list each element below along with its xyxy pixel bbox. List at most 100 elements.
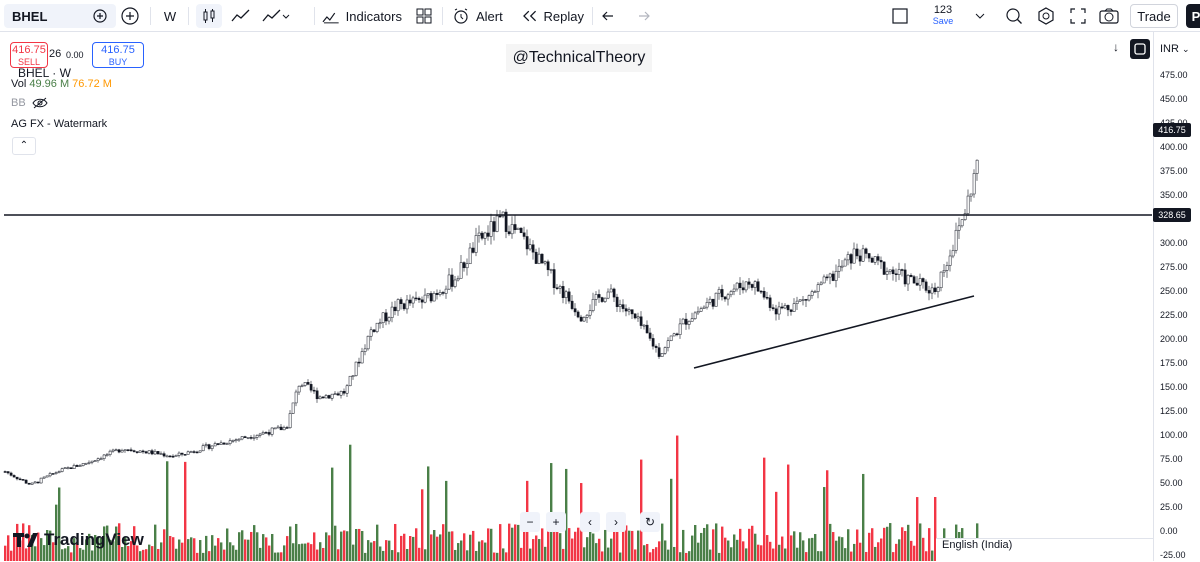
candle-body [3, 471, 7, 473]
chart-type-menu-icon[interactable] [260, 4, 292, 28]
volume-bar [631, 530, 634, 561]
zoom-in-button[interactable]: + [546, 512, 566, 532]
volume-bar [529, 548, 532, 561]
volume-bar [220, 542, 223, 561]
reset-chart-button[interactable]: ↻ [640, 512, 660, 532]
scroll-down-icon[interactable]: ↓ [1113, 40, 1119, 54]
add-compare-icon[interactable] [90, 4, 110, 28]
support-trendline [693, 295, 975, 369]
agfx-indicator-legend[interactable]: AG FX - Watermark [11, 118, 107, 130]
replay-button[interactable]: Replay [522, 4, 584, 28]
volume-bar [409, 536, 412, 561]
candle-body [420, 299, 424, 303]
chevron-down-icon[interactable] [972, 4, 988, 28]
volume-bar [886, 526, 889, 561]
candle-body [81, 463, 85, 466]
quick-search-icon[interactable] [1004, 4, 1024, 28]
candle-body [717, 289, 721, 294]
volume-bar [421, 489, 424, 561]
price-axis[interactable] [1153, 32, 1200, 561]
settings-icon[interactable] [1036, 4, 1056, 28]
volume-bar [100, 538, 103, 561]
currency-selector[interactable]: INR ⌄ [1160, 43, 1190, 55]
camera-icon[interactable] [1098, 4, 1120, 28]
tv-logo-icon [13, 533, 38, 547]
publish-button[interactable]: P [1186, 4, 1200, 28]
price-chart[interactable] [0, 32, 1152, 561]
scroll-right-button[interactable]: › [606, 512, 626, 532]
candle-body [315, 390, 319, 400]
interval-button[interactable]: W [160, 4, 180, 28]
redo-icon[interactable] [632, 4, 652, 28]
maximize-pane-icon[interactable] [1130, 39, 1150, 59]
volume-bar [544, 546, 547, 561]
candle-body [810, 291, 814, 296]
volume-bar [319, 542, 322, 561]
publish-label: P [1191, 8, 1200, 24]
volume-bar [553, 530, 556, 561]
undo-icon[interactable] [600, 4, 620, 28]
candle-body [840, 265, 844, 268]
candle-body [270, 427, 274, 435]
candle-body [561, 286, 565, 298]
volume-bar [931, 550, 934, 561]
volume-bar [610, 538, 613, 561]
level-price-label: 328.65 [1158, 210, 1186, 220]
volume-bar [292, 543, 295, 561]
symbol-legend[interactable]: BHEL · W [18, 66, 71, 80]
volume-bar [700, 532, 703, 561]
volume-bar [901, 527, 904, 561]
add-symbol-icon[interactable] [120, 4, 140, 28]
layout-icon[interactable] [890, 4, 910, 28]
indicators-button[interactable]: Indicators [322, 4, 402, 28]
candle-body [927, 290, 931, 294]
scroll-left-button[interactable]: ‹ [580, 512, 600, 532]
bb-indicator-legend[interactable]: BB [11, 97, 48, 109]
volume-bar [244, 539, 247, 561]
candle-body [168, 455, 172, 458]
collapse-legend-button[interactable]: ⌃ [12, 137, 36, 155]
sell-button[interactable]: 416.75 SELL [10, 42, 48, 68]
agfx-label: AG FX - Watermark [11, 118, 108, 130]
candle-body [804, 299, 808, 301]
chevron-up-icon: ⌃ [19, 140, 29, 151]
alert-button[interactable]: Alert [452, 4, 508, 28]
volume-bar [22, 523, 25, 561]
templates-icon[interactable] [414, 4, 434, 28]
buy-button[interactable]: 416.75 BUY [92, 42, 144, 68]
candle-body [774, 308, 778, 315]
candle-body [552, 269, 556, 288]
line-chart-icon[interactable] [228, 4, 254, 28]
volume-bar [565, 468, 568, 561]
volume-bar [538, 539, 541, 561]
price-tick: 75.00 [1160, 454, 1183, 464]
zoom-out-button[interactable]: − [520, 512, 540, 532]
candle-body [714, 292, 718, 307]
candle-body [975, 159, 979, 174]
candle-body [87, 462, 91, 464]
candle-body [543, 261, 547, 264]
candle-body [675, 333, 679, 336]
volume-bar [871, 528, 874, 561]
trade-button[interactable]: Trade [1130, 4, 1178, 28]
open-fragment-text: 26 [49, 48, 62, 60]
candle-body [876, 256, 880, 261]
save-button[interactable]: 123 Save [928, 4, 958, 28]
tradingview-logo[interactable]: TradingView [12, 530, 144, 550]
price-tick: 125.00 [1160, 406, 1188, 416]
volume-bar [70, 552, 73, 561]
candle-body [12, 475, 16, 478]
candle-body [414, 297, 418, 300]
eye-hidden-icon[interactable] [32, 97, 48, 109]
candle-body [393, 306, 397, 312]
volume-bar [568, 528, 571, 561]
candle-body [705, 302, 709, 308]
layout-number: 123 [933, 4, 953, 16]
candles-icon[interactable] [196, 4, 222, 28]
candle-body [873, 256, 877, 263]
candle-body [516, 227, 520, 230]
candle-body [357, 361, 361, 364]
volume-bar [40, 538, 43, 561]
volume-legend[interactable]: Vol 49.96 M 76.72 M [11, 78, 112, 90]
fullscreen-icon[interactable] [1068, 4, 1088, 28]
